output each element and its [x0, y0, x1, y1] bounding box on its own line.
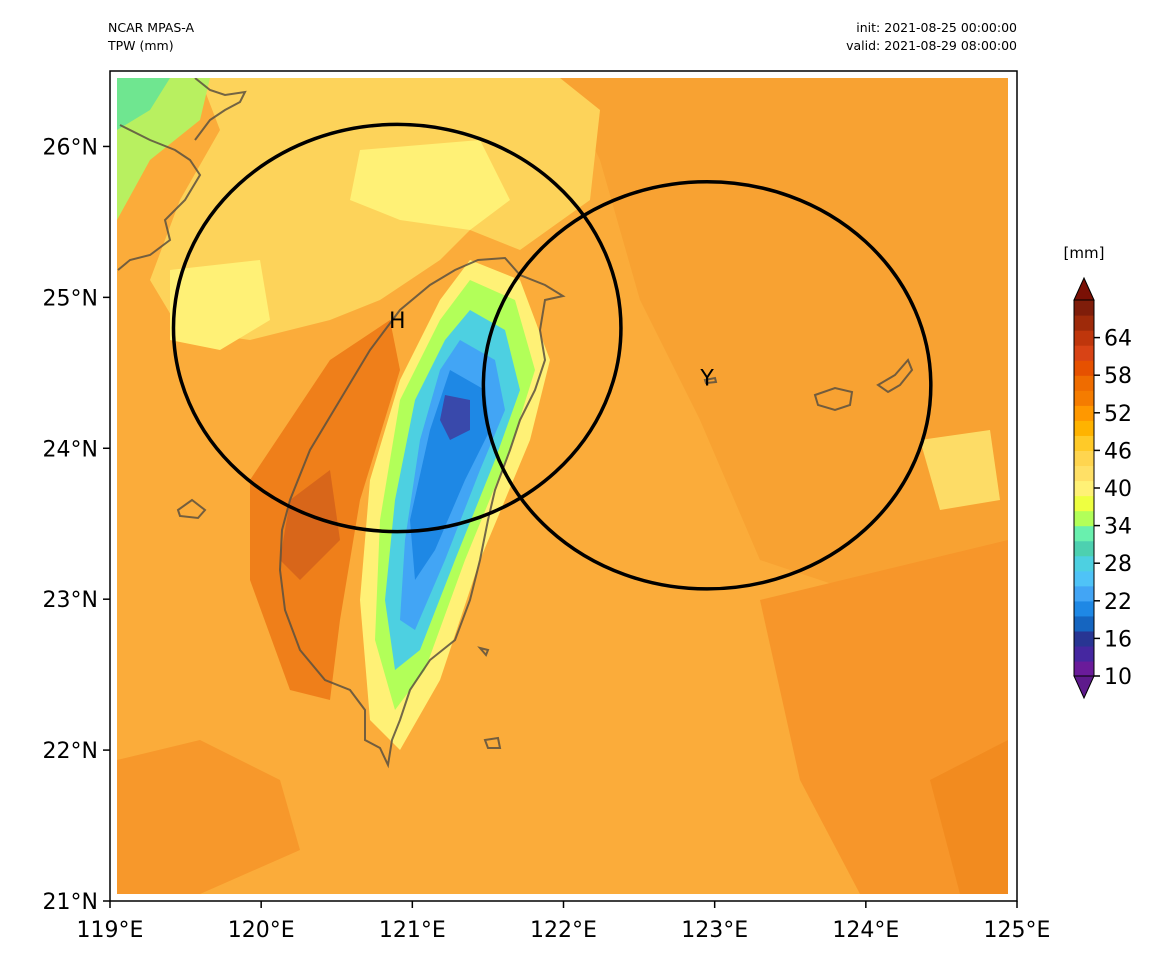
- model-name: NCAR MPAS-A: [108, 20, 195, 35]
- field-southwest: [117, 740, 300, 894]
- taiwan-coastline: [278, 256, 566, 769]
- colorbar-unit: [mm]: [1064, 244, 1105, 262]
- colorbar-swatch: [1074, 435, 1094, 451]
- marker-layer: HY: [171, 122, 933, 591]
- field-eastern-ocean: [560, 78, 1008, 600]
- miyako-island: [876, 358, 914, 394]
- colorbar-swatch: [1074, 630, 1094, 647]
- lon-tick-label: 120°E: [228, 918, 295, 943]
- colorbar-swatch: [1074, 420, 1094, 436]
- colorbar-swatch: [1074, 525, 1094, 542]
- lon-tick-label: 119°E: [77, 918, 144, 943]
- colorbar-swatch: [1074, 345, 1094, 361]
- colorbar-swatch: [1074, 330, 1094, 346]
- green-island: [477, 646, 490, 657]
- colorbar-swatch: [1074, 465, 1094, 482]
- colorbar-extend-max: [1073, 276, 1095, 301]
- colorbar-swatch: [1074, 390, 1094, 406]
- colorbar-swatch: [1074, 495, 1094, 512]
- valid-time: valid: 2021-08-29 08:00:00: [846, 38, 1017, 53]
- colorbar-tick-label: 46: [1104, 439, 1132, 464]
- field-north-maximum: [350, 140, 510, 230]
- field-southeast-corner: [930, 740, 1008, 894]
- colorbar-swatch: [1074, 570, 1094, 587]
- field-nw-green-core: [117, 78, 170, 130]
- colorbar-swatch: [1074, 480, 1094, 497]
- china-coastline-north: [194, 78, 247, 141]
- range-circle-y: [481, 180, 933, 591]
- colorbar-ticks: 10 16 22 28 34 40 46 52 58 64: [1094, 327, 1132, 690]
- colorbar-swatch: [1074, 615, 1094, 632]
- lon-tick-label: 121°E: [379, 918, 446, 943]
- colorbar-swatch: [1074, 315, 1094, 331]
- colorbar-tick-label: 34: [1104, 515, 1132, 540]
- lat-tick-label: 24°N: [43, 437, 98, 462]
- colorbar-swatch: [1074, 660, 1094, 677]
- lat-tick-label: 26°N: [43, 135, 98, 160]
- field-east-yellow-patch: [920, 430, 1000, 510]
- header-right: init: 2021-08-25 00:00:00 valid: 2021-08…: [700, 19, 1017, 55]
- field-dry-minimum: [440, 395, 470, 440]
- colorbar-swatch: [1074, 450, 1094, 467]
- colorbar-swatch: [1074, 510, 1094, 527]
- lat-tick-label: 23°N: [43, 588, 98, 613]
- colorbar-swatch: [1074, 540, 1094, 557]
- colorbar-tick-label: 40: [1104, 477, 1132, 502]
- lon-tick-label: 122°E: [530, 918, 597, 943]
- colorbar-swatch: [1074, 585, 1094, 602]
- lon-tick-label: 124°E: [832, 918, 899, 943]
- lon-tick-label: 123°E: [681, 918, 748, 943]
- field-west-taiwan-peak: [280, 470, 340, 580]
- colorbar: [mm] 10 16 22 28 34 40 46 52 58 64: [1064, 244, 1132, 700]
- colorbar-extend-min: [1073, 675, 1095, 700]
- tpw-field: [117, 78, 1008, 894]
- china-coastline: [117, 124, 202, 271]
- colorbar-tick-label: 28: [1104, 552, 1132, 577]
- lat-tick-label: 21°N: [43, 890, 98, 915]
- colorbar-swatch: [1074, 555, 1094, 572]
- colorbar-swatch: [1074, 360, 1094, 376]
- lat-tick-label: 25°N: [43, 286, 98, 311]
- colorbar-tick-label: 52: [1104, 402, 1132, 427]
- field-name: TPW (mm): [108, 38, 174, 53]
- colorbar-tick-label: 10: [1104, 665, 1132, 690]
- lon-tick-label: 125°E: [984, 918, 1051, 943]
- coastlines: [117, 78, 914, 769]
- range-circle-h: [171, 122, 623, 534]
- lat-ticks: 21°N 22°N 23°N 24°N 25°N 26°N: [43, 135, 110, 915]
- marker-label-h: H: [389, 309, 406, 334]
- colorbar-swatch: [1074, 600, 1094, 617]
- field-northwest-maximum: [170, 260, 270, 350]
- colorbar-swatch: [1074, 405, 1094, 421]
- colorbar-swatches: [1073, 276, 1095, 700]
- lanyu-island: [483, 736, 502, 749]
- lon-ticks: 119°E 120°E 121°E 122°E 123°E 124°E 125°E: [77, 901, 1051, 943]
- lat-tick-label: 22°N: [43, 739, 98, 764]
- colorbar-tick-label: 16: [1104, 627, 1132, 652]
- penghu-islands: [176, 498, 207, 520]
- colorbar-tick-label: 64: [1104, 327, 1132, 352]
- yonaguni-island: [703, 376, 718, 385]
- colorbar-swatch: [1074, 645, 1094, 662]
- colorbar-swatch: [1074, 300, 1094, 316]
- marker-label-y: Y: [699, 366, 714, 391]
- header-left: NCAR MPAS-A TPW (mm): [108, 19, 194, 55]
- colorbar-tick-label: 58: [1104, 364, 1132, 389]
- ishigaki-island: [813, 386, 854, 412]
- colorbar-swatch: [1074, 375, 1094, 391]
- colorbar-tick-label: 22: [1104, 590, 1132, 615]
- init-time: init: 2021-08-25 00:00:00: [856, 20, 1017, 35]
